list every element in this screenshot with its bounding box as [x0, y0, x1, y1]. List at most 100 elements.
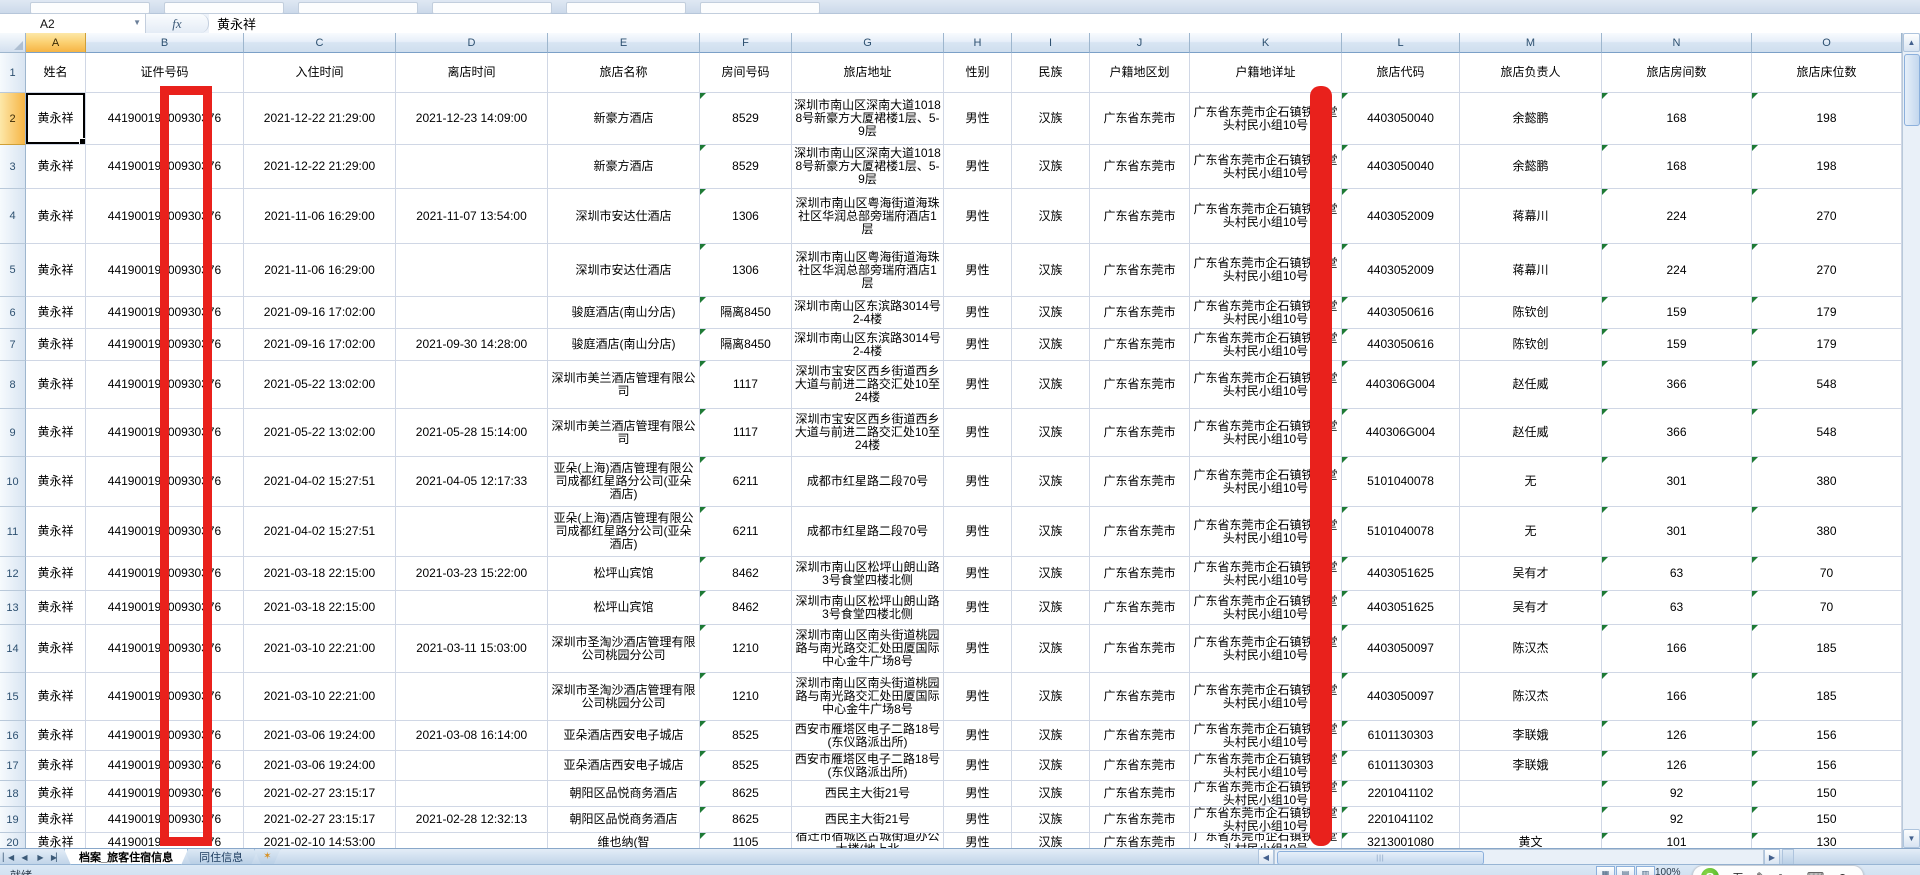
cell-J15[interactable]: 广东省东莞市: [1090, 673, 1190, 721]
cell-N19[interactable]: 92: [1602, 807, 1752, 833]
cell-I14[interactable]: 汉族: [1012, 625, 1090, 673]
cell-O10[interactable]: 380: [1752, 457, 1902, 507]
cell-D13[interactable]: [396, 591, 548, 625]
cell-H20[interactable]: 男性: [944, 833, 1012, 848]
cell-F12[interactable]: 8462: [700, 557, 792, 591]
cell-F14[interactable]: 1210: [700, 625, 792, 673]
cell-G12[interactable]: 深圳市南山区松坪山朗山路3号食堂四楼北侧: [792, 557, 944, 591]
normal-view-icon[interactable]: ▦: [1596, 866, 1615, 875]
cell-D17[interactable]: [396, 751, 548, 781]
last-sheet-button[interactable]: ▶▏: [50, 852, 62, 862]
cell-N9[interactable]: 366: [1602, 409, 1752, 457]
cell-M7[interactable]: 陈钦创: [1460, 329, 1602, 361]
cell-M8[interactable]: 赵任威: [1460, 361, 1602, 409]
cell-E16[interactable]: 亚朵酒店西安电子城店: [548, 721, 700, 751]
cell-D19[interactable]: 2021-02-28 12:32:13: [396, 807, 548, 833]
cell-L13[interactable]: 4403051625: [1342, 591, 1460, 625]
cell-E2[interactable]: 新豪方酒店: [548, 93, 700, 145]
cell-L1[interactable]: 旅店代码: [1342, 53, 1460, 93]
cell-C9[interactable]: 2021-05-22 13:02:00: [244, 409, 396, 457]
insert-function-button[interactable]: fx: [146, 14, 209, 33]
cell-A17[interactable]: 黄永祥: [26, 751, 86, 781]
cell-A5[interactable]: 黄永祥: [26, 244, 86, 297]
cell-I16[interactable]: 汉族: [1012, 721, 1090, 751]
cell-O20[interactable]: 130: [1752, 833, 1902, 848]
cell-M5[interactable]: 蒋幕川: [1460, 244, 1602, 297]
cell-C19[interactable]: 2021-02-27 23:15:17: [244, 807, 396, 833]
cell-L6[interactable]: 4403050616: [1342, 297, 1460, 329]
cell-F17[interactable]: 8525: [700, 751, 792, 781]
row-header-5[interactable]: 5: [0, 244, 26, 297]
column-header-K[interactable]: K: [1190, 33, 1342, 53]
cell-F9[interactable]: 1117: [700, 409, 792, 457]
cell-D6[interactable]: [396, 297, 548, 329]
cell-I1[interactable]: 民族: [1012, 53, 1090, 93]
cell-C8[interactable]: 2021-05-22 13:02:00: [244, 361, 396, 409]
cell-G2[interactable]: 深圳市南山区深南大道10188号新豪方大厦裙楼1层、5-9层: [792, 93, 944, 145]
column-header-B[interactable]: B: [86, 33, 244, 53]
cell-I15[interactable]: 汉族: [1012, 673, 1090, 721]
cell-D18[interactable]: [396, 781, 548, 807]
cell-L12[interactable]: 4403051625: [1342, 557, 1460, 591]
cell-G9[interactable]: 深圳市宝安区西乡街道西乡大道与前进二路交汇处10至24楼: [792, 409, 944, 457]
cell-A16[interactable]: 黄永祥: [26, 721, 86, 751]
cell-J12[interactable]: 广东省东莞市: [1090, 557, 1190, 591]
column-header-M[interactable]: M: [1460, 33, 1602, 53]
cell-O18[interactable]: 150: [1752, 781, 1902, 807]
cell-L19[interactable]: 2201041102: [1342, 807, 1460, 833]
scroll-right-icon[interactable]: ▶: [1764, 849, 1780, 865]
cell-E10[interactable]: 亚朵(上海)酒店管理有限公司成都红星路分公司(亚朵酒店): [548, 457, 700, 507]
cell-M13[interactable]: 吴有才: [1460, 591, 1602, 625]
vertical-scrollbar[interactable]: ▲ ▼: [1902, 33, 1920, 848]
cell-D7[interactable]: 2021-09-30 14:28:00: [396, 329, 548, 361]
cell-N7[interactable]: 159: [1602, 329, 1752, 361]
name-box-dropdown-icon[interactable]: ▼: [133, 18, 141, 27]
row-header-3[interactable]: 3: [0, 145, 26, 189]
cell-C18[interactable]: 2021-02-27 23:15:17: [244, 781, 396, 807]
cell-E19[interactable]: 朝阳区品悦商务酒店: [548, 807, 700, 833]
cell-O15[interactable]: 185: [1752, 673, 1902, 721]
cell-K7[interactable]: 广东省东莞市企石镇铁岗堂头村民小组10号: [1190, 329, 1342, 361]
cell-F6[interactable]: 隔离8450: [700, 297, 792, 329]
cell-A9[interactable]: 黄永祥: [26, 409, 86, 457]
cell-G8[interactable]: 深圳市宝安区西乡街道西乡大道与前进二路交汇处10至24楼: [792, 361, 944, 409]
cell-G3[interactable]: 深圳市南山区深南大道10188号新豪方大厦裙楼1层、5-9层: [792, 145, 944, 189]
cell-F18[interactable]: 8625: [700, 781, 792, 807]
cell-E4[interactable]: 深圳市安达仕酒店: [548, 189, 700, 244]
cell-G20[interactable]: 宿迁市宿城区古城街道办公大楼(地上北: [792, 833, 944, 848]
row-header-20[interactable]: 20: [0, 833, 26, 848]
row-header-6[interactable]: 6: [0, 297, 26, 329]
cell-G4[interactable]: 深圳市南山区粤海街道海珠社区华润总部旁瑞府酒店1层: [792, 189, 944, 244]
cell-H16[interactable]: 男性: [944, 721, 1012, 751]
cell-D4[interactable]: 2021-11-07 13:54:00: [396, 189, 548, 244]
cell-D9[interactable]: 2021-05-28 15:14:00: [396, 409, 548, 457]
cell-H10[interactable]: 男性: [944, 457, 1012, 507]
cell-F13[interactable]: 8462: [700, 591, 792, 625]
cell-J10[interactable]: 广东省东莞市: [1090, 457, 1190, 507]
scroll-left-icon[interactable]: ◀: [1258, 849, 1274, 865]
cell-J4[interactable]: 广东省东莞市: [1090, 189, 1190, 244]
cell-M16[interactable]: 李联娥: [1460, 721, 1602, 751]
cell-O8[interactable]: 548: [1752, 361, 1902, 409]
cell-I11[interactable]: 汉族: [1012, 507, 1090, 557]
cell-H17[interactable]: 男性: [944, 751, 1012, 781]
column-header-G[interactable]: G: [792, 33, 944, 53]
cell-H7[interactable]: 男性: [944, 329, 1012, 361]
cell-G7[interactable]: 深圳市南山区东滨路3014号2-4楼: [792, 329, 944, 361]
cell-N6[interactable]: 159: [1602, 297, 1752, 329]
cell-A7[interactable]: 黄永祥: [26, 329, 86, 361]
column-header-A[interactable]: A: [26, 33, 86, 53]
cell-L15[interactable]: 4403050097: [1342, 673, 1460, 721]
cell-A11[interactable]: 黄永祥: [26, 507, 86, 557]
cell-L11[interactable]: 5101040078: [1342, 507, 1460, 557]
cell-D2[interactable]: 2021-12-23 14:09:00: [396, 93, 548, 145]
cell-C5[interactable]: 2021-11-06 16:29:00: [244, 244, 396, 297]
cell-A10[interactable]: 黄永祥: [26, 457, 86, 507]
row-header-11[interactable]: 11: [0, 507, 26, 557]
cell-I9[interactable]: 汉族: [1012, 409, 1090, 457]
cell-M3[interactable]: 余懿鹏: [1460, 145, 1602, 189]
cell-I3[interactable]: 汉族: [1012, 145, 1090, 189]
row-header-19[interactable]: 19: [0, 807, 26, 833]
cell-O14[interactable]: 185: [1752, 625, 1902, 673]
row-header-10[interactable]: 10: [0, 457, 26, 507]
